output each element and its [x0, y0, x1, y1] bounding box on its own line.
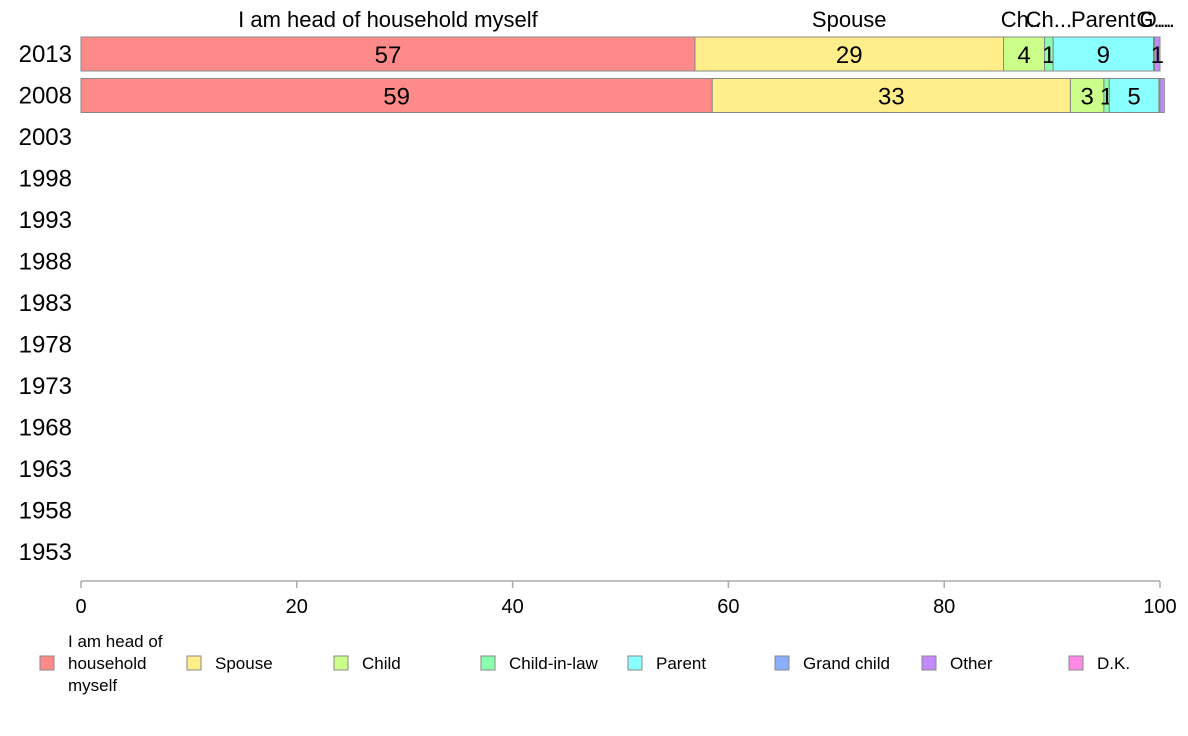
- bar-2008-series-4: [1108, 78, 1160, 113]
- year-label-1998: 1998: [19, 166, 72, 193]
- legend-label-3-line-0: Child-in-law: [509, 654, 599, 673]
- top-label-series-1: Spouse: [812, 7, 887, 32]
- year-label-1953: 1953: [19, 539, 72, 566]
- segment-header-labels: I am head of household myself Spouse Ch...…: [238, 7, 1175, 32]
- bar-label-2008-series-4: 5: [1127, 84, 1140, 111]
- bar-label-2013-series-1: 29: [836, 42, 863, 69]
- bar-label-2013-series-6: 1: [1151, 42, 1164, 69]
- bar-2013-series-4: [1052, 36, 1155, 72]
- legend-swatch-2: [333, 655, 349, 671]
- bars: 57 29 4 1 9 159 33 3 1 5: [80, 36, 1165, 113]
- top-label-series-5: G...: [1136, 7, 1171, 32]
- bar-label-2008-series-1: 33: [878, 84, 905, 111]
- legend-label-2-line-0: Child: [362, 654, 401, 673]
- year-label-2008: 2008: [19, 83, 72, 110]
- top-label-series-6: O...: [1140, 7, 1175, 32]
- year-axis-labels: 2013 2008 2003 1998 1993 1988 1983 1978 1973 1968…: [19, 41, 72, 566]
- year-label-2003: 2003: [19, 124, 72, 151]
- bar-2013-series-0: [80, 36, 696, 72]
- bar-label-2013-series-4: 9: [1097, 42, 1110, 69]
- legend-swatch-5: [774, 655, 790, 671]
- x-axis: 0 20 40 60 80 100: [75, 580, 1177, 618]
- legend-label-6-line-0: Other: [950, 654, 993, 673]
- top-label-series-3: Ch...: [1026, 7, 1072, 32]
- year-label-2013: 2013: [19, 41, 72, 68]
- legend-label-0-line-0: I am head of: [68, 632, 163, 651]
- bar-label-2013-series-3: 1: [1042, 42, 1055, 69]
- legend-label-0-line-1: household: [68, 654, 146, 673]
- x-tick-label-5: 100: [1143, 596, 1176, 618]
- legend-label-7-line-0: D.K.: [1097, 654, 1130, 673]
- year-label-1973: 1973: [19, 373, 72, 400]
- legend: I am head of household myself Spouse Child Ch…: [39, 632, 1130, 695]
- bar-2013-series-6: [1154, 36, 1161, 72]
- legend-swatch-7: [1068, 655, 1084, 671]
- bar-label-2008-series-0: 59: [383, 84, 410, 111]
- bar-2008-series-6: [1159, 78, 1165, 113]
- bar-label-2013-series-0: 57: [375, 42, 402, 69]
- legend-swatch-6: [921, 655, 937, 671]
- x-tick-label-1: 20: [286, 596, 308, 618]
- bar-label-2013-series-2: 4: [1017, 42, 1030, 69]
- legend-swatch-1: [186, 655, 202, 671]
- legend-swatch-0: [39, 655, 55, 671]
- year-label-1963: 1963: [19, 456, 72, 483]
- year-label-1958: 1958: [19, 498, 72, 525]
- x-tick-label-4: 80: [933, 596, 955, 618]
- x-tick-label-2: 40: [501, 596, 523, 618]
- legend-label-0-line-2: myself: [68, 676, 117, 695]
- legend-label-1-line-0: Spouse: [215, 654, 273, 673]
- x-tick-label-0: 0: [75, 596, 86, 618]
- year-label-1988: 1988: [19, 249, 72, 276]
- legend-swatch-4: [627, 655, 643, 671]
- legend-label-5-line-0: Grand child: [803, 654, 890, 673]
- year-label-1978: 1978: [19, 332, 72, 359]
- year-label-1968: 1968: [19, 415, 72, 442]
- x-tick-label-3: 60: [717, 596, 739, 618]
- legend-label-4-line-0: Parent: [656, 654, 706, 673]
- top-label-series-2: Ch...: [1001, 7, 1047, 32]
- year-label-1993: 1993: [19, 207, 72, 234]
- year-label-1983: 1983: [19, 290, 72, 317]
- top-label-series-4: Parent: [1071, 7, 1136, 32]
- legend-swatch-3: [480, 655, 496, 671]
- bar-label-2008-series-2: 3: [1080, 84, 1093, 111]
- top-label-series-0: I am head of household myself: [238, 7, 539, 32]
